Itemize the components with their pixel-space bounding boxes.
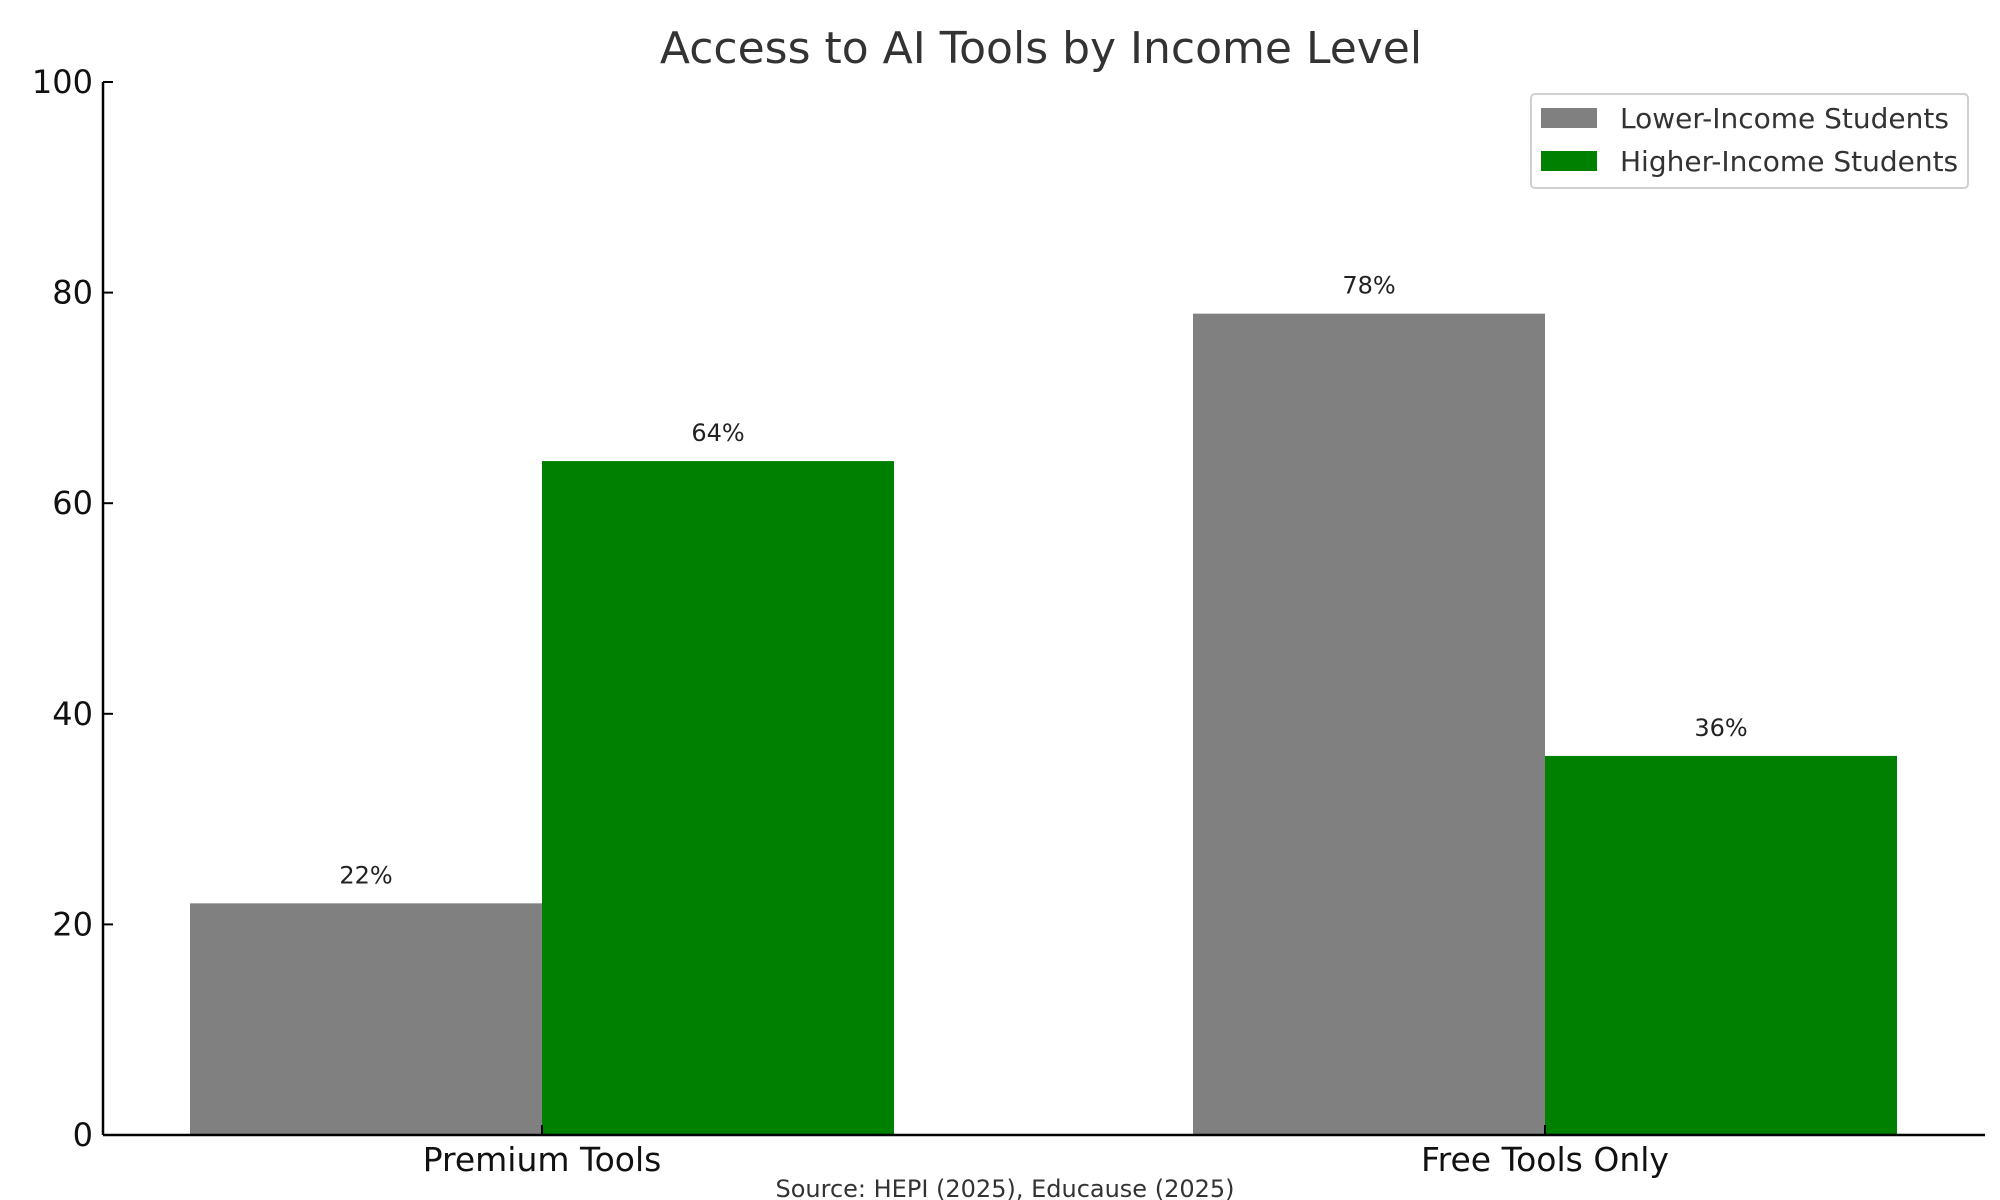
y-tick-group: 0 20 40 60 80 100 [32,63,113,1154]
data-label-lower-income-free-tools-only: 78% [1342,272,1395,300]
legend-label-higher-income: Higher-Income Students [1620,145,1958,178]
x-tick-group: Premium Tools Free Tools Only [423,1125,1669,1179]
bar-group [190,313,1897,1136]
category-label-free-tools-only: Free Tools Only [1421,1140,1669,1179]
y-tick-label: 80 [52,274,93,312]
bar-lower-income-free-tools-only [1193,313,1545,1135]
y-tick-label: 20 [52,905,93,943]
legend-label-lower-income: Lower-Income Students [1620,102,1949,135]
y-tick-label: 100 [32,63,93,101]
legend-box [1530,93,1969,189]
y-tick-label: 0 [73,1116,93,1154]
legend-swatch-lower-income [1541,108,1597,128]
legend: Lower-Income Students Higher-Income Stud… [1530,93,1969,189]
source-label: Source: HEPI (2025), Educause (2025) [775,1175,1234,1200]
data-label-higher-income-free-tools-only: 36% [1694,714,1747,742]
bar-higher-income-free-tools-only [1545,755,1897,1135]
y-tick-label: 40 [52,695,93,733]
bar-higher-income-premium-tools [542,461,894,1136]
category-label-premium-tools: Premium Tools [423,1140,662,1179]
y-tick-label: 60 [52,484,93,522]
data-label-higher-income-premium-tools: 64% [691,419,744,447]
data-label-group: 22% 64% 78% 36% [339,272,1747,890]
chart-title: Access to AI Tools by Income Level [660,23,1422,74]
bar-lower-income-premium-tools [190,903,542,1135]
legend-swatch-higher-income [1541,151,1597,171]
data-label-lower-income-premium-tools: 22% [339,861,392,889]
